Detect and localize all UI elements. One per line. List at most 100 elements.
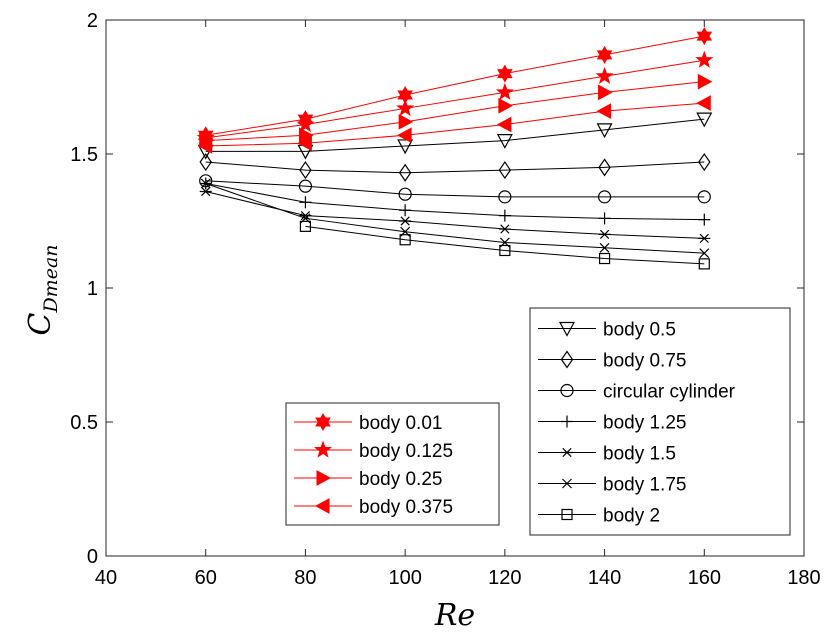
y-axis-title: CDmean — [23, 244, 62, 335]
data-point-body-0-375 — [696, 95, 711, 111]
series-line-circular-cylinder — [205, 180, 705, 198]
data-point-body-0-75 — [698, 152, 711, 172]
legend-entry-body-1-5: body 1.5 — [538, 444, 676, 465]
series-line-body-1-75 — [205, 183, 705, 254]
data-point-body-0-01 — [696, 27, 713, 46]
data-point-circular-cylinder — [298, 179, 313, 193]
legend-entry-body-0-75: body 0.75 — [538, 350, 686, 372]
legend-label: body 0.5 — [603, 320, 676, 341]
series-body-1-25 — [199, 177, 711, 226]
data-point-body-1-25 — [399, 204, 412, 217]
legend-label: body 1.5 — [603, 444, 676, 465]
legend-label: body 1.75 — [603, 475, 686, 496]
legend-entry-body-2: body 2 — [538, 506, 660, 527]
data-point-body-0-25 — [398, 114, 414, 130]
data-point-body-0-25 — [598, 84, 613, 101]
data-point-body-2 — [698, 258, 710, 270]
x-tick-label: 100 — [388, 567, 421, 589]
legend-marker-body-0-125 — [313, 440, 333, 458]
x-tick-label: 40 — [95, 567, 117, 589]
data-point-body-0-125 — [695, 50, 714, 68]
legend-entry-body-0-25: body 0.25 — [294, 469, 442, 490]
data-point-body-1-5 — [698, 233, 711, 244]
series-line-body-2 — [305, 225, 705, 265]
data-point-body-1-5 — [199, 186, 212, 197]
x-tick-label: 160 — [688, 567, 721, 589]
data-point-circular-cylinder — [597, 190, 612, 204]
legend-red-bodies: body 0.01 body 0.125 body 0.25 body 0.375 — [285, 402, 500, 526]
y-tick-label: 0 — [87, 546, 98, 568]
legend-entry-body-1-75: body 1.75 — [538, 475, 686, 496]
y-tick-label: 1 — [87, 278, 98, 300]
legend-marker-body-2 — [561, 508, 573, 521]
data-point-body-2 — [499, 244, 511, 257]
data-point-body-1-5 — [598, 229, 611, 240]
data-point-body-1-5 — [498, 224, 511, 234]
data-point-body-0-375 — [397, 127, 412, 144]
y-tick-label: 0.5 — [70, 412, 98, 434]
series-body-0-5 — [197, 112, 713, 160]
legend-entry-body-0-01: body 0.01 — [294, 412, 442, 434]
series-body-0-25 — [199, 73, 713, 149]
series-body-0-01 — [197, 27, 713, 145]
data-point-body-0-375 — [496, 116, 512, 133]
data-point-body-0-375 — [297, 135, 312, 152]
data-point-body-0-125 — [396, 98, 415, 117]
y-tick-label: 2 — [87, 10, 98, 32]
legend-entry-body-0-375: body 0.375 — [294, 497, 453, 518]
legend-marker-body-0-25 — [316, 470, 332, 486]
data-point-body-1-75 — [599, 242, 610, 253]
x-tick-label: 80 — [294, 567, 316, 589]
legend-label: circular cylinder — [603, 382, 736, 403]
legend-marker-body-1-25 — [561, 415, 573, 428]
data-point-body-2 — [299, 220, 312, 232]
y-axis-title-subscript: Dmean — [40, 244, 62, 313]
legend-label: body 1.25 — [603, 413, 686, 434]
legend-entry-body-1-25: body 1.25 — [538, 413, 686, 434]
y-tick-label: 1.5 — [70, 144, 98, 166]
series-line-body-0-5 — [205, 118, 705, 152]
data-point-body-0-75 — [398, 163, 412, 182]
series-line-body-0-375 — [205, 102, 705, 147]
legend-label: body 0.75 — [603, 351, 686, 372]
data-point-body-0-5 — [496, 134, 513, 149]
series-circular-cylinder — [199, 174, 711, 204]
data-point-circular-cylinder — [498, 190, 512, 204]
data-point-body-0-5 — [596, 123, 613, 139]
series-line-body-0-125 — [205, 59, 705, 139]
legend-label: body 0.375 — [359, 497, 453, 518]
data-point-body-1-75 — [699, 248, 710, 259]
series-body-0-375 — [197, 95, 711, 154]
data-point-body-0-375 — [596, 103, 612, 119]
y-axis-title-main: C — [23, 313, 58, 336]
legend-marker-body-0-75 — [560, 350, 574, 369]
legend-marker-body-1-75 — [562, 478, 572, 489]
data-point-body-1-25 — [299, 196, 312, 209]
data-point-body-0-75 — [498, 161, 512, 180]
legend-label: body 0.25 — [359, 469, 442, 490]
data-point-body-1-25 — [598, 212, 611, 225]
legend-entry-body-0-5: body 0.5 — [538, 320, 676, 341]
data-point-body-0-125 — [495, 82, 514, 101]
legend-marker-circular-cylinder — [560, 383, 574, 398]
series-line-body-1-5 — [205, 191, 705, 239]
data-point-body-0-01 — [596, 45, 613, 64]
legend-entry-body-0-125: body 0.125 — [294, 440, 453, 462]
data-point-body-1-25 — [698, 213, 711, 226]
x-tick-label: 140 — [588, 567, 621, 589]
data-point-body-1-25 — [498, 209, 511, 222]
legend-marker-body-0-01 — [315, 412, 331, 432]
data-point-body-2 — [399, 234, 411, 246]
legend-black-bodies: body 0.5 body 0.75 circular cylinder body 1… — [529, 307, 791, 536]
svg-text:CDmean: CDmean — [23, 244, 62, 335]
data-point-body-0-125 — [296, 115, 315, 133]
series-line-body-0-25 — [205, 81, 705, 142]
data-point-body-0-75 — [199, 152, 212, 172]
data-point-body-0-5 — [397, 139, 414, 155]
data-point-body-1-5 — [399, 216, 412, 226]
data-point-body-0-01 — [497, 64, 513, 83]
x-axis-title: Re — [434, 598, 475, 633]
data-point-body-0-25 — [498, 97, 513, 114]
legend-marker-body-1-5 — [561, 447, 573, 458]
x-tick-label: 60 — [195, 567, 217, 589]
